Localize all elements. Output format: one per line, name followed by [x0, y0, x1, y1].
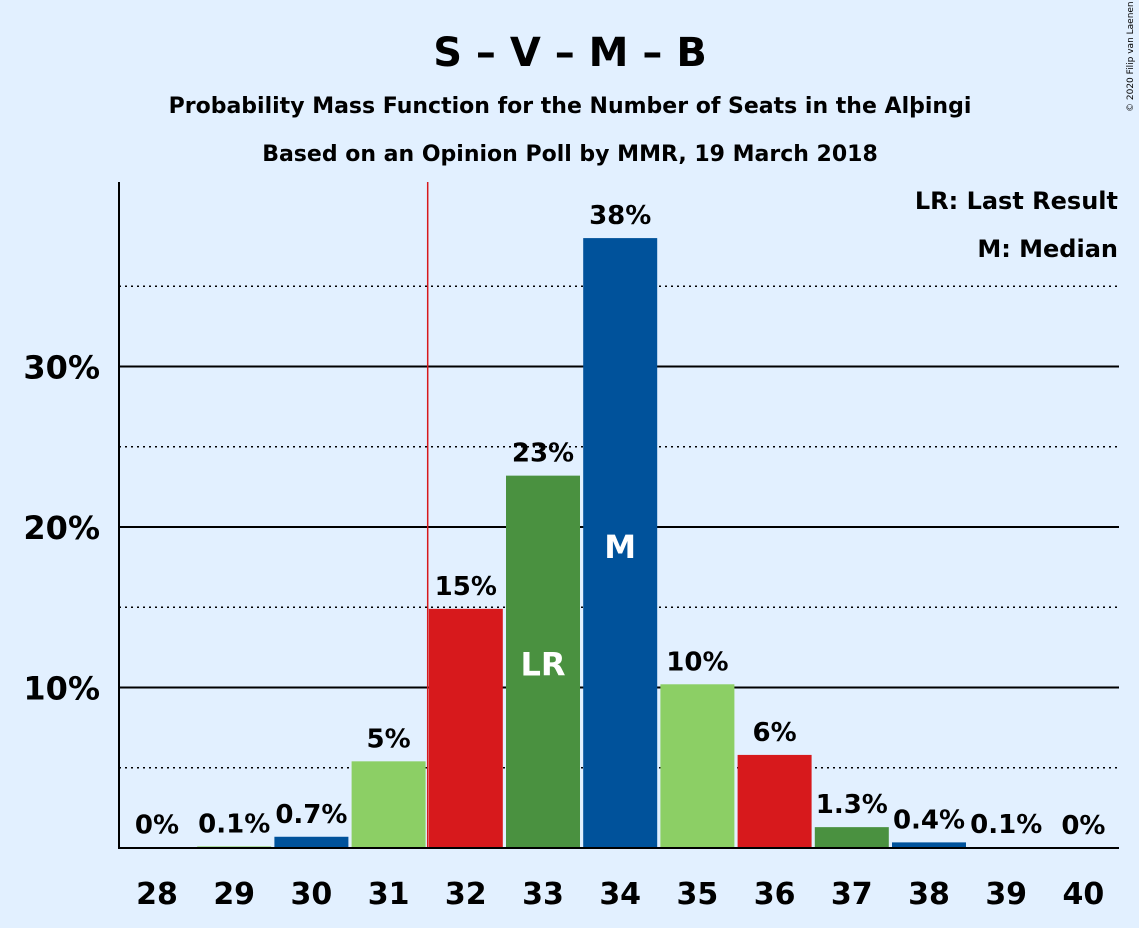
data-label: 15% — [435, 572, 497, 602]
x-tick-label: 37 — [831, 877, 873, 912]
legend-median: M: Median — [977, 235, 1118, 263]
x-tick-label: 35 — [677, 877, 719, 912]
x-tick-label: 28 — [136, 877, 178, 912]
bar — [815, 827, 889, 848]
data-label: 0.1% — [970, 810, 1042, 840]
median-marker: M — [604, 528, 636, 566]
copyright-text: © 2020 Filip van Laenen — [1126, 1, 1136, 112]
data-label: 10% — [666, 647, 728, 677]
data-label: 23% — [512, 439, 574, 469]
x-tick-label: 30 — [291, 877, 333, 912]
y-tick-label: 10% — [23, 670, 100, 708]
chart-subtitle-1: Probability Mass Function for the Number… — [169, 94, 972, 119]
data-label: 0% — [135, 811, 179, 841]
y-tick-label: 20% — [23, 509, 100, 547]
bar — [352, 761, 426, 848]
x-tick-label: 38 — [908, 877, 950, 912]
last-result-marker: LR — [520, 646, 565, 684]
x-tick-label: 40 — [1063, 877, 1105, 912]
data-label: 0% — [1061, 811, 1105, 841]
x-tick-label: 34 — [599, 877, 641, 912]
x-tick-label: 33 — [522, 877, 564, 912]
bar — [660, 684, 734, 848]
chart-subtitle-2: Based on an Opinion Poll by MMR, 19 Marc… — [262, 142, 878, 167]
x-tick-label: 31 — [368, 877, 410, 912]
legend-last-result: LR: Last Result — [915, 187, 1118, 215]
x-tick-label: 39 — [985, 877, 1027, 912]
data-label: 0.7% — [275, 800, 347, 830]
y-tick-label: 30% — [23, 349, 100, 387]
data-label: 1.3% — [816, 790, 888, 820]
x-tick-label: 29 — [213, 877, 255, 912]
bar — [274, 837, 348, 848]
data-label: 0.1% — [198, 809, 270, 839]
bar — [738, 755, 812, 848]
data-label: 38% — [589, 201, 651, 231]
x-tick-label: 32 — [445, 877, 487, 912]
bar — [429, 609, 503, 848]
data-label: 5% — [367, 724, 411, 754]
x-tick-label: 36 — [754, 877, 796, 912]
data-label: 6% — [753, 718, 797, 748]
data-label: 0.4% — [893, 805, 965, 835]
chart-title: S – V – M – B — [433, 30, 707, 76]
